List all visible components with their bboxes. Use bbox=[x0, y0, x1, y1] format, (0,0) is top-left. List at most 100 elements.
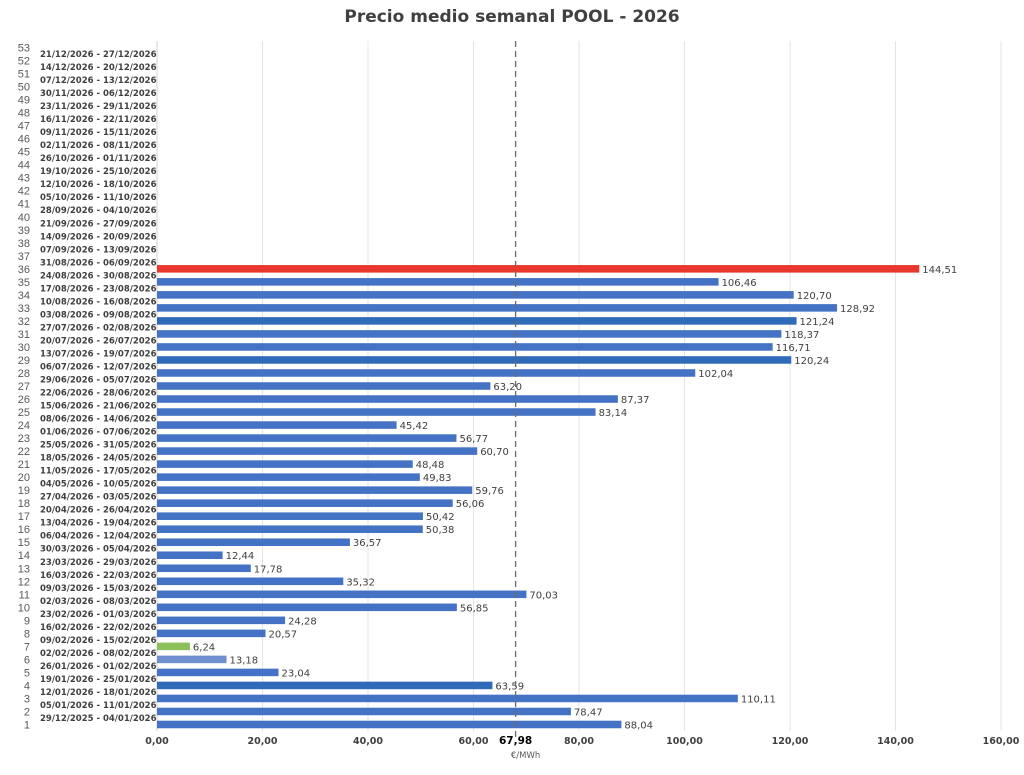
bar bbox=[157, 720, 622, 729]
week-range: 30/03/2026 - 05/04/2026 bbox=[40, 545, 157, 555]
data-label: 56,85 bbox=[460, 603, 489, 614]
x-tick-label: 120,00 bbox=[772, 736, 809, 747]
bar bbox=[157, 538, 350, 547]
week-number: 7 bbox=[24, 641, 30, 653]
week-range: 27/04/2026 - 03/05/2026 bbox=[40, 493, 157, 503]
week-range: 19/01/2026 - 25/01/2026 bbox=[40, 675, 157, 685]
data-label: 110,11 bbox=[741, 694, 776, 705]
bar bbox=[157, 473, 420, 481]
week-range: 05/10/2026 - 11/10/2026 bbox=[40, 193, 157, 203]
chart-title: Precio medio semanal POOL - 2026 bbox=[344, 7, 679, 27]
bar bbox=[157, 564, 251, 573]
week-range: 02/11/2026 - 08/11/2026 bbox=[40, 141, 157, 151]
data-label: 20,57 bbox=[269, 629, 298, 640]
x-tick-label: 40,00 bbox=[353, 736, 383, 747]
bar bbox=[157, 278, 719, 286]
bar bbox=[157, 408, 596, 416]
week-range-labels: 29/12/2025 - 04/01/2026 05/01/2026 - 11/0… bbox=[40, 50, 157, 724]
bar bbox=[157, 317, 797, 325]
week-number: 14 bbox=[18, 550, 30, 562]
data-label: 128,92 bbox=[840, 304, 875, 315]
week-number: 50 bbox=[18, 82, 30, 94]
week-number: 52 bbox=[18, 56, 30, 68]
data-label: 106,46 bbox=[722, 278, 757, 289]
data-label: 63,20 bbox=[493, 382, 522, 393]
week-number: 18 bbox=[18, 498, 30, 510]
x-tick-label: 0,00 bbox=[145, 736, 169, 747]
week-number: 34 bbox=[18, 290, 30, 302]
week-range: 17/08/2026 - 23/08/2026 bbox=[40, 284, 157, 294]
week-number: 3 bbox=[24, 693, 30, 705]
bar bbox=[157, 460, 413, 468]
data-label: 17,78 bbox=[254, 564, 283, 575]
week-number: 42 bbox=[18, 186, 30, 198]
week-number: 16 bbox=[18, 524, 30, 536]
week-number: 30 bbox=[18, 342, 30, 354]
bar bbox=[157, 330, 782, 338]
week-range: 01/06/2026 - 07/06/2026 bbox=[40, 428, 157, 438]
bar bbox=[157, 707, 571, 716]
week-range: 13/07/2026 - 19/07/2026 bbox=[40, 349, 157, 359]
week-number: 41 bbox=[18, 199, 30, 211]
data-label: 121,24 bbox=[800, 317, 835, 328]
data-label: 120,70 bbox=[797, 291, 832, 302]
week-range: 04/05/2026 - 10/05/2026 bbox=[40, 480, 157, 490]
week-number: 47 bbox=[18, 121, 30, 133]
week-number: 17 bbox=[18, 511, 30, 523]
week-number-labels: 1234567891011121314151617181920212223242… bbox=[18, 43, 30, 732]
data-label: 78,47 bbox=[574, 707, 603, 718]
week-number: 33 bbox=[18, 303, 30, 315]
x-tick-label: 140,00 bbox=[877, 736, 914, 747]
x-tick-label: 160,00 bbox=[983, 736, 1020, 747]
week-range: 09/03/2026 - 15/03/2026 bbox=[40, 584, 157, 594]
week-range: 26/01/2026 - 01/02/2026 bbox=[40, 662, 157, 672]
data-label: 24,28 bbox=[288, 616, 317, 627]
week-range: 23/11/2026 - 29/11/2026 bbox=[40, 102, 157, 112]
week-number: 28 bbox=[18, 368, 30, 380]
week-number: 5 bbox=[24, 667, 30, 679]
week-number: 11 bbox=[19, 589, 30, 601]
data-label: 87,37 bbox=[621, 395, 650, 406]
bar bbox=[157, 395, 618, 403]
data-label: 49,83 bbox=[423, 473, 452, 484]
bar bbox=[157, 525, 423, 533]
week-number: 26 bbox=[18, 394, 30, 406]
value-labels: 88,04 78,47 110,11 63,59 23,04 13,18 6,24 20,57… bbox=[193, 265, 957, 732]
week-number: 43 bbox=[18, 173, 30, 185]
x-tick-label: 80,00 bbox=[564, 736, 594, 747]
week-number: 12 bbox=[18, 576, 30, 588]
week-range: 22/06/2026 - 28/06/2026 bbox=[40, 389, 157, 399]
week-range: 25/05/2026 - 31/05/2026 bbox=[40, 441, 157, 451]
week-number: 38 bbox=[18, 238, 30, 250]
week-range: 07/09/2026 - 13/09/2026 bbox=[40, 245, 157, 255]
data-label: 50,38 bbox=[426, 525, 455, 536]
week-range: 21/12/2026 - 27/12/2026 bbox=[40, 50, 157, 60]
week-range: 12/10/2026 - 18/10/2026 bbox=[40, 180, 157, 190]
week-range: 05/01/2026 - 11/01/2026 bbox=[40, 701, 157, 711]
data-label: 63,59 bbox=[495, 681, 524, 692]
week-number: 48 bbox=[18, 108, 30, 120]
week-number: 51 bbox=[18, 69, 30, 81]
bars bbox=[157, 265, 920, 729]
week-number: 32 bbox=[18, 316, 30, 328]
week-number: 37 bbox=[18, 251, 30, 263]
data-label: 56,06 bbox=[456, 499, 485, 510]
week-range: 30/11/2026 - 06/12/2026 bbox=[40, 89, 157, 99]
week-range: 02/03/2026 - 08/03/2026 bbox=[40, 597, 157, 607]
data-label: 118,37 bbox=[784, 330, 819, 341]
bar bbox=[157, 369, 696, 377]
week-range: 08/06/2026 - 14/06/2026 bbox=[40, 415, 157, 425]
week-range: 23/03/2026 - 29/03/2026 bbox=[40, 558, 157, 568]
week-range: 09/02/2026 - 15/02/2026 bbox=[40, 636, 157, 646]
bar bbox=[157, 343, 773, 351]
week-number: 6 bbox=[24, 654, 30, 666]
week-range: 16/02/2026 - 22/02/2026 bbox=[40, 623, 157, 633]
week-range: 28/09/2026 - 04/10/2026 bbox=[40, 206, 157, 216]
week-number: 9 bbox=[24, 615, 30, 627]
bar bbox=[157, 291, 794, 299]
week-range: 02/02/2026 - 08/02/2026 bbox=[40, 649, 157, 659]
week-range: 29/06/2026 - 05/07/2026 bbox=[40, 375, 157, 385]
x-axis-title: €/MWh bbox=[511, 751, 540, 761]
bar bbox=[157, 681, 493, 690]
